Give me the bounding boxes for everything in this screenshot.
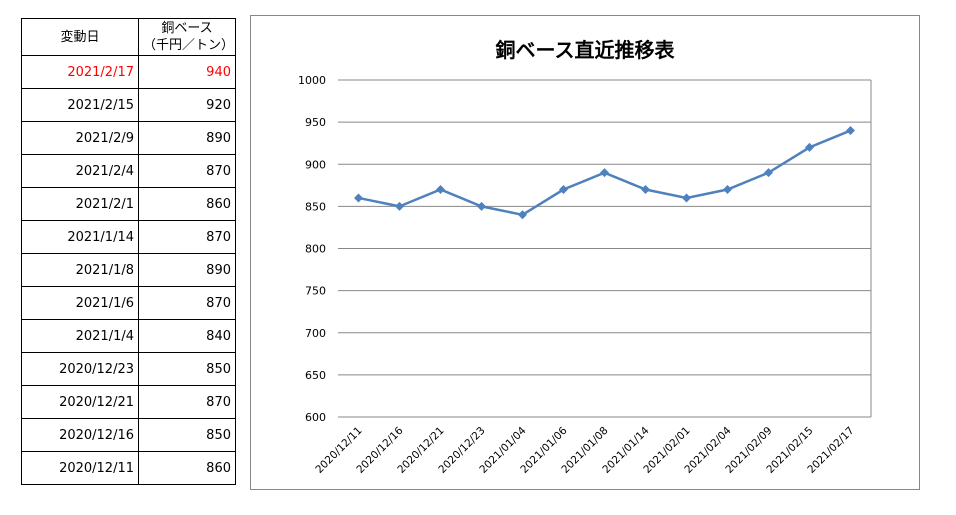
row-date: 2020/12/16	[21, 418, 139, 452]
row-value: 870	[138, 220, 236, 254]
data-point	[641, 185, 650, 195]
row-value: 840	[138, 319, 236, 353]
row-date: 2021/1/14	[21, 220, 139, 254]
header-date: 変動日	[21, 18, 139, 56]
line-chart: 60065070075080085090095010002020/12/1120…	[298, 74, 872, 476]
table-row: 2020/12/21 870	[21, 385, 236, 419]
row-date: 2021/1/4	[21, 319, 139, 353]
row-value: 890	[138, 253, 236, 287]
row-date: 2021/1/6	[21, 286, 139, 320]
header-copper-base: 銅ベース （千円／トン）	[138, 18, 236, 56]
y-tick-label: 850	[305, 200, 326, 213]
y-tick-label: 800	[305, 243, 326, 256]
row-value: 850	[138, 352, 236, 386]
price-table: 変動日 銅ベース （千円／トン） 2021/2/17 940 2021/2/15 920…	[21, 18, 236, 485]
y-tick-label: 1000	[298, 74, 326, 87]
row-date: 2021/1/8	[21, 253, 139, 287]
y-tick-label: 700	[305, 327, 326, 340]
chart-title: 銅ベース直近推移表	[495, 38, 675, 62]
table-row: 2021/1/8 890	[21, 253, 236, 287]
y-tick-label: 950	[305, 116, 326, 129]
data-point	[477, 201, 486, 211]
data-point	[518, 210, 527, 220]
table-row: 2020/12/11 860	[21, 451, 236, 485]
table-row: 2021/1/6 870	[21, 286, 236, 320]
chart-area: 銅ベース直近推移表 600 650 700 750 800 850 900 950 1000 20…	[250, 15, 920, 490]
row-value: 870	[138, 286, 236, 320]
y-tick-label: 900	[305, 158, 326, 171]
row-date: 2021/2/4	[21, 154, 139, 188]
data-point	[682, 193, 691, 203]
table-row: 2021/2/4 870	[21, 154, 236, 188]
data-point	[559, 185, 568, 195]
y-tick-label: 600	[305, 411, 326, 424]
table-row: 2020/12/16 850	[21, 418, 236, 452]
data-point	[600, 168, 609, 178]
row-date: 2021/2/17	[21, 55, 139, 89]
table-header-row: 変動日 銅ベース （千円／トン）	[21, 18, 236, 56]
row-value: 870	[138, 385, 236, 419]
row-date: 2021/2/15	[21, 88, 139, 122]
data-point	[436, 185, 445, 195]
row-value: 870	[138, 154, 236, 188]
row-date: 2021/2/9	[21, 121, 139, 155]
data-point	[805, 142, 814, 152]
data-point	[354, 193, 363, 203]
row-value: 860	[138, 451, 236, 485]
row-value: 850	[138, 418, 236, 452]
row-value: 860	[138, 187, 236, 221]
row-date: 2020/12/23	[21, 352, 139, 386]
header-unit: （千円／トン）	[143, 38, 235, 53]
header-copper-base-label: 銅ベース	[161, 21, 213, 36]
row-date: 2020/12/11	[21, 451, 139, 485]
data-point	[764, 168, 773, 178]
y-tick-label: 750	[305, 285, 326, 298]
table-row: 2021/2/1 860	[21, 187, 236, 221]
row-date: 2021/2/1	[21, 187, 139, 221]
table-row: 2021/1/14 870	[21, 220, 236, 254]
data-point	[846, 126, 855, 136]
row-value: 890	[138, 121, 236, 155]
table-row: 2020/12/23 850	[21, 352, 236, 386]
row-date: 2020/12/21	[21, 385, 139, 419]
data-point	[395, 201, 404, 211]
table-row: 2021/2/15 920	[21, 88, 236, 122]
data-point	[723, 185, 732, 195]
table-row: 2021/2/9 890	[21, 121, 236, 155]
table-row: 2021/1/4 840	[21, 319, 236, 353]
table-row: 2021/2/17 940	[21, 55, 236, 89]
row-value: 940	[138, 55, 236, 89]
row-value: 920	[138, 88, 236, 122]
y-tick-label: 650	[305, 369, 326, 382]
